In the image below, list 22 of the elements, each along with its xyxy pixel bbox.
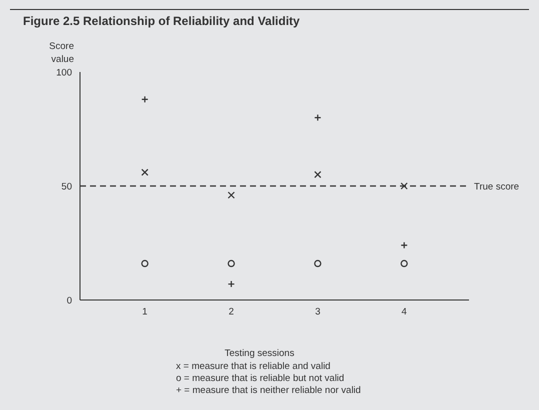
y-tick-label: 100 [56,67,72,78]
x-tick-label: 4 [402,306,407,318]
y-axis-title: Score value [48,40,74,66]
point [314,171,322,178]
chart-title: Figure 2.5 Relationship of Reliability and Validity [23,14,300,28]
point [141,260,148,268]
point [400,260,408,268]
x-tick-label: 1 [142,306,148,318]
point [400,182,408,190]
text: o = measure that is reliable but not valid [176,373,346,385]
x-tick-label: 2 [228,306,234,318]
ref-line-label: True score [474,181,520,192]
y-tick-label: 50 [61,181,72,192]
y-tick-label: 0 [66,295,72,306]
text: x = measure that is reliable and valid [176,361,332,373]
point [228,260,235,268]
x-axis-title: Testing sessions [224,348,296,359]
point [314,260,322,268]
x-tick-label: 3 [315,306,320,318]
text: + = measure that is neither reliable nor valid [176,385,361,397]
point [141,168,148,176]
point [228,192,235,199]
